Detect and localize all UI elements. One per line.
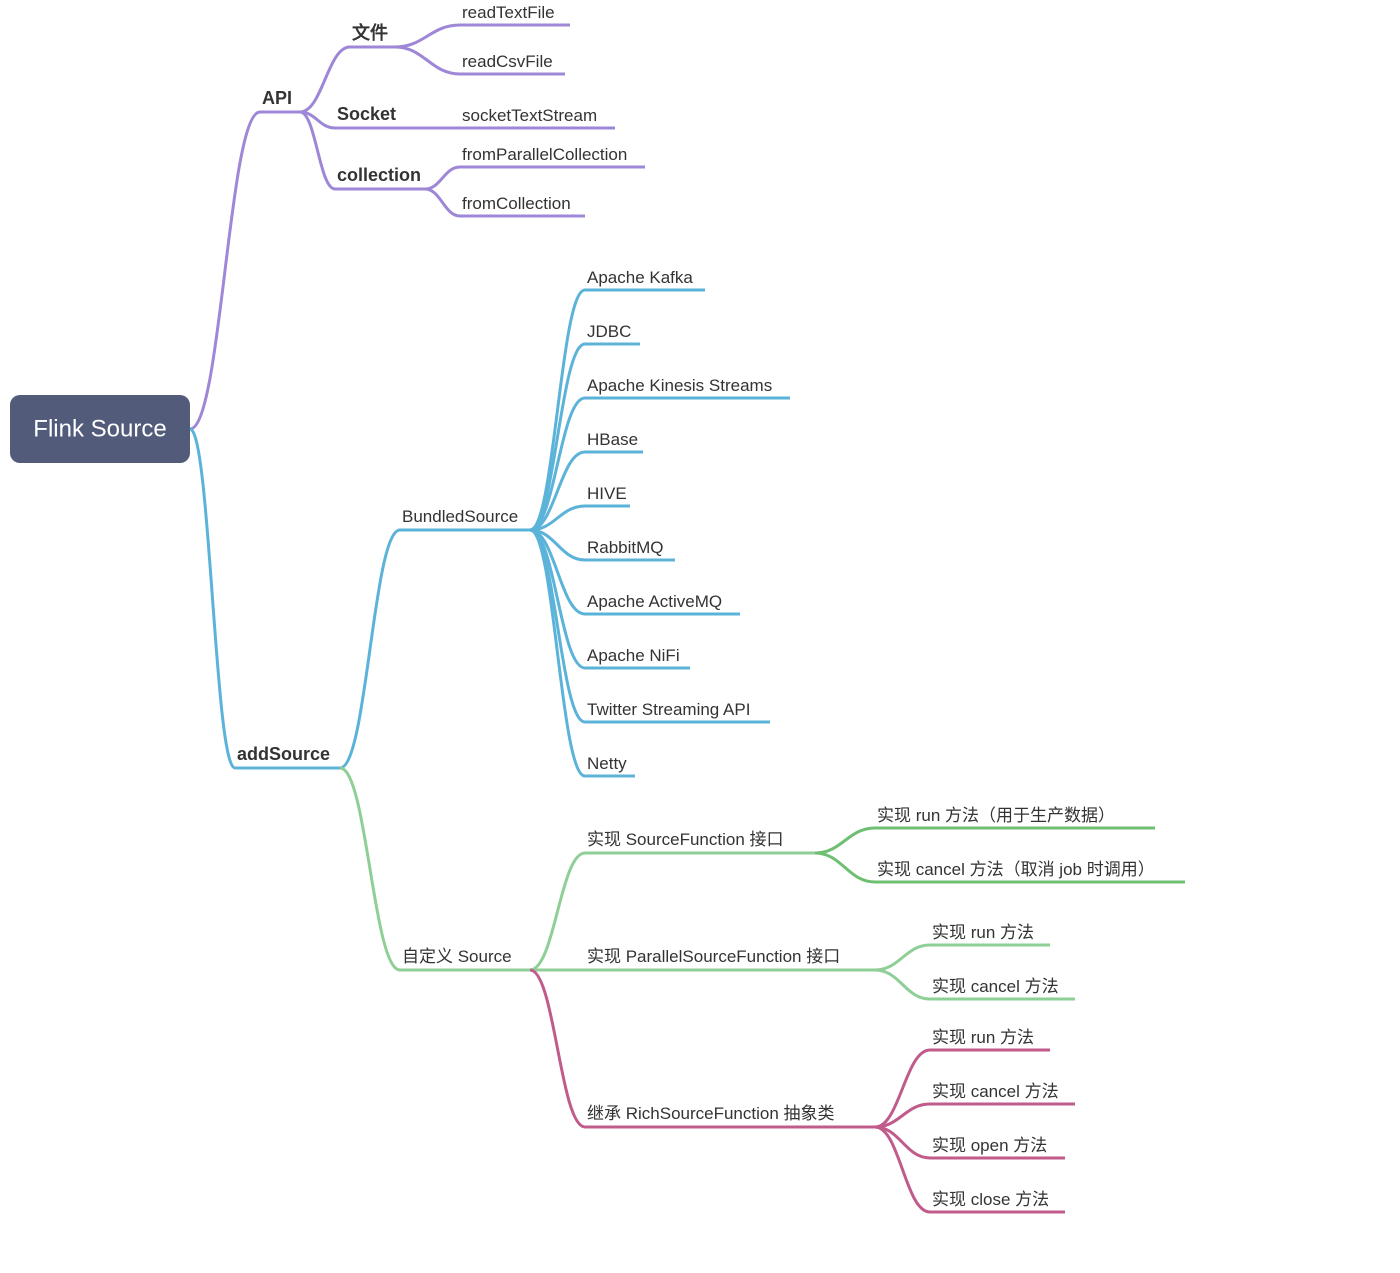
node-pf_run: 实现 run 方法 — [930, 923, 1050, 945]
node-label: BundledSource — [402, 507, 518, 526]
node-socket: Socket — [335, 104, 400, 128]
edge — [340, 768, 400, 970]
root-node: Flink Source — [10, 395, 190, 463]
node-pf_cancel: 实现 cancel 方法 — [930, 977, 1075, 999]
node-hive: HIVE — [585, 484, 630, 506]
node-netty: Netty — [585, 754, 635, 776]
node-label: addSource — [237, 744, 330, 764]
node-api: API — [260, 88, 300, 112]
edge — [815, 853, 875, 882]
edge — [875, 945, 930, 970]
node-file: 文件 — [350, 22, 395, 47]
node-kafka: Apache Kafka — [585, 268, 705, 290]
node-rf_run: 实现 run 方法 — [930, 1028, 1050, 1050]
edge — [875, 970, 930, 999]
node-jdbc: JDBC — [585, 322, 640, 344]
node-label: Twitter Streaming API — [587, 700, 750, 719]
edge — [425, 167, 460, 189]
node-sf_cancel: 实现 cancel 方法（取消 job 时调用） — [875, 860, 1185, 882]
node-label: fromCollection — [462, 194, 571, 213]
node-label: API — [262, 88, 292, 108]
node-label: collection — [337, 165, 421, 185]
node-hbase: HBase — [585, 430, 643, 452]
node-richfunc: 继承 RichSourceFunction 抽象类 — [585, 1104, 875, 1127]
node-label: Netty — [587, 754, 627, 773]
node-label: Apache NiFi — [587, 646, 680, 665]
node-label: fromParallelCollection — [462, 145, 627, 164]
node-psrcfunc: 实现 ParallelSourceFunction 接口 — [585, 947, 875, 970]
node-label: readTextFile — [462, 3, 555, 22]
node-label: readCsvFile — [462, 52, 553, 71]
node-label: 自定义 Source — [402, 947, 512, 966]
node-label: socketTextStream — [462, 106, 597, 125]
node-addsource: addSource — [235, 744, 340, 768]
edge — [190, 112, 260, 429]
node-label: 实现 run 方法 — [932, 1028, 1034, 1047]
edge — [815, 828, 875, 853]
node-fromParallel: fromParallelCollection — [460, 145, 645, 167]
node-rf_cancel: 实现 cancel 方法 — [930, 1082, 1075, 1104]
node-label: 实现 SourceFunction 接口 — [587, 830, 784, 849]
edge — [425, 189, 460, 216]
node-label: 实现 run 方法（用于生产数据） — [877, 806, 1115, 825]
edge — [190, 429, 235, 768]
node-label: JDBC — [587, 322, 631, 341]
node-label: 实现 close 方法 — [932, 1190, 1049, 1209]
node-bundled: BundledSource — [400, 507, 530, 530]
node-twitter: Twitter Streaming API — [585, 700, 770, 722]
node-label: 实现 cancel 方法 — [932, 1082, 1059, 1101]
node-fromCollection: fromCollection — [460, 194, 585, 216]
edge — [340, 530, 400, 768]
node-collection: collection — [335, 165, 425, 189]
node-label: 实现 open 方法 — [932, 1136, 1047, 1155]
node-socketTextStream: socketTextStream — [460, 106, 615, 128]
edge — [530, 853, 585, 970]
edge — [395, 47, 460, 74]
root-label: Flink Source — [33, 416, 166, 443]
mindmap-canvas: Flink Source API addSource 文件 Socket collecti… — [0, 0, 1400, 1273]
node-rabbit: RabbitMQ — [585, 538, 675, 560]
node-readTextFile: readTextFile — [460, 3, 570, 25]
edge — [530, 530, 585, 776]
edge — [300, 112, 335, 189]
node-label: 实现 ParallelSourceFunction 接口 — [587, 947, 840, 966]
node-kinesis: Apache Kinesis Streams — [585, 376, 790, 398]
edge — [875, 1127, 930, 1212]
node-label: HBase — [587, 430, 638, 449]
node-sf_run: 实现 run 方法（用于生产数据） — [875, 806, 1155, 828]
node-label: Apache Kinesis Streams — [587, 376, 772, 395]
edge — [395, 25, 460, 47]
node-label: HIVE — [587, 484, 627, 503]
node-label: 实现 cancel 方法（取消 job 时调用） — [877, 860, 1155, 879]
node-label: 实现 run 方法 — [932, 923, 1034, 942]
node-custom: 自定义 Source — [400, 947, 530, 970]
node-rf_open: 实现 open 方法 — [930, 1136, 1065, 1158]
edge — [300, 47, 350, 112]
node-label: Apache ActiveMQ — [587, 592, 722, 611]
node-readCsvFile: readCsvFile — [460, 52, 565, 74]
node-activemq: Apache ActiveMQ — [585, 592, 740, 614]
node-label: Apache Kafka — [587, 268, 693, 287]
edge — [530, 344, 585, 530]
node-label: 实现 cancel 方法 — [932, 977, 1059, 996]
node-label: RabbitMQ — [587, 538, 664, 557]
node-label: Socket — [337, 104, 396, 124]
node-srcfunc: 实现 SourceFunction 接口 — [585, 830, 815, 853]
node-nifi: Apache NiFi — [585, 646, 690, 668]
node-label: 文件 — [352, 22, 388, 43]
node-rf_close: 实现 close 方法 — [930, 1190, 1065, 1212]
edge — [530, 970, 585, 1127]
node-label: 继承 RichSourceFunction 抽象类 — [587, 1104, 835, 1123]
